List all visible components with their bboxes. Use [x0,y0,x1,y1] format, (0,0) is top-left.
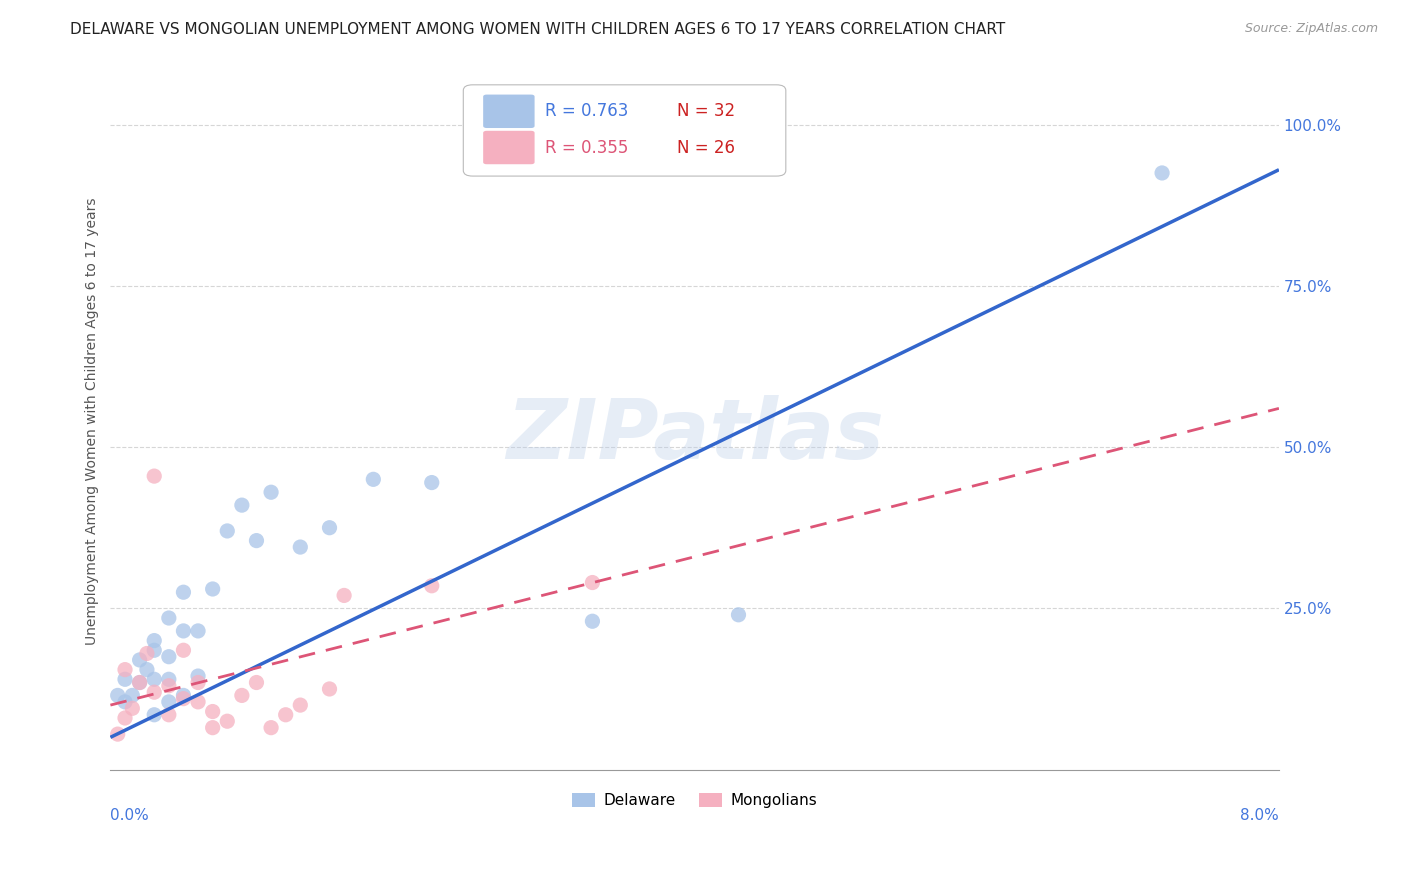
Text: ZIPatlas: ZIPatlas [506,395,883,475]
Point [157,707,180,722]
Point [231,498,253,512]
Point [172,624,194,638]
FancyBboxPatch shape [484,95,534,128]
Point [143,643,166,657]
Point [128,675,150,690]
Point [187,669,209,683]
Point [128,675,150,690]
Point [201,721,224,735]
Point [1152,166,1174,180]
Point [318,521,340,535]
Y-axis label: Unemployment Among Women with Children Ages 6 to 17 years: Unemployment Among Women with Children A… [86,197,100,645]
Text: N = 26: N = 26 [678,138,735,156]
Legend: Delaware, Mongolians: Delaware, Mongolians [565,787,824,814]
Point [128,653,150,667]
Point [172,643,194,657]
Point [260,721,283,735]
Point [187,624,209,638]
Point [420,579,443,593]
Point [121,701,143,715]
Point [143,673,166,687]
Point [201,582,224,596]
Text: 8.0%: 8.0% [1240,808,1279,823]
Point [318,681,340,696]
Point [143,469,166,483]
Point [187,675,209,690]
Point [107,689,129,703]
Point [290,698,312,712]
Point [114,695,136,709]
Point [114,711,136,725]
Point [290,540,312,554]
Point [217,714,239,729]
Point [245,533,267,548]
Point [420,475,443,490]
Text: R = 0.763: R = 0.763 [546,103,628,120]
Point [260,485,283,500]
Point [363,472,385,486]
Point [245,675,267,690]
Point [187,695,209,709]
Point [274,707,297,722]
Point [107,727,129,741]
Point [581,575,603,590]
Point [172,585,194,599]
Point [157,679,180,693]
Point [157,673,180,687]
Text: DELAWARE VS MONGOLIAN UNEMPLOYMENT AMONG WOMEN WITH CHILDREN AGES 6 TO 17 YEARS : DELAWARE VS MONGOLIAN UNEMPLOYMENT AMONG… [70,22,1005,37]
Point [217,524,239,538]
Text: R = 0.355: R = 0.355 [546,138,628,156]
Point [157,611,180,625]
FancyBboxPatch shape [464,85,786,176]
Point [143,685,166,699]
Point [172,691,194,706]
Point [157,649,180,664]
Point [333,589,356,603]
Text: 0.0%: 0.0% [111,808,149,823]
Point [136,663,159,677]
Point [136,647,159,661]
Point [121,689,143,703]
Point [143,633,166,648]
Point [157,695,180,709]
Point [114,663,136,677]
Point [143,707,166,722]
Point [201,705,224,719]
Text: Source: ZipAtlas.com: Source: ZipAtlas.com [1244,22,1378,36]
Point [172,689,194,703]
Point [581,614,603,628]
FancyBboxPatch shape [484,131,534,164]
Point [727,607,749,622]
Point [231,689,253,703]
Text: N = 32: N = 32 [678,103,735,120]
Point [114,673,136,687]
